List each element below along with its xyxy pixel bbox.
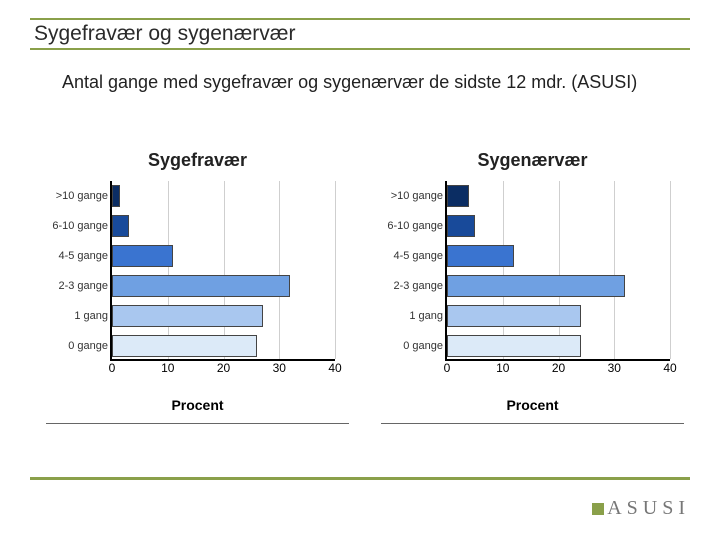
- chart-left-plot: 010203040>10 gange6-10 gange4-5 gange2-3…: [110, 181, 335, 391]
- bar-row: >10 gange: [112, 185, 335, 207]
- bar: [112, 335, 257, 357]
- x-tick: 0: [435, 359, 459, 375]
- category-label: 2-3 gange: [393, 280, 443, 292]
- chart-left-divider: [46, 423, 349, 424]
- category-label: 4-5 gange: [393, 250, 443, 262]
- chart-right-xlabel: Procent: [375, 397, 690, 413]
- bar-row: 0 gange: [112, 335, 335, 357]
- bar-row: 2-3 gange: [112, 275, 335, 297]
- category-label: >10 gange: [56, 190, 108, 202]
- gridline: [279, 181, 280, 359]
- bar-row: 6-10 gange: [112, 215, 335, 237]
- x-tick: 40: [323, 359, 347, 375]
- x-tick: 10: [156, 359, 180, 375]
- bar: [112, 215, 129, 237]
- logo-text: ASUSI: [607, 497, 690, 520]
- chart-right-title: Sygenærvær: [375, 150, 690, 171]
- bar: [447, 275, 625, 297]
- bar-row: 4-5 gange: [447, 245, 670, 267]
- category-label: 1 gang: [74, 310, 108, 322]
- chart-right-plot: 010203040>10 gange6-10 gange4-5 gange2-3…: [445, 181, 670, 391]
- gridline: [670, 181, 671, 359]
- page-subtitle: Antal gange med sygefravær og sygenærvær…: [62, 70, 680, 94]
- category-label: >10 gange: [391, 190, 443, 202]
- bar: [112, 305, 263, 327]
- gridline: [503, 181, 504, 359]
- category-label: 0 gange: [403, 340, 443, 352]
- x-tick: 30: [267, 359, 291, 375]
- x-tick: 10: [491, 359, 515, 375]
- category-label: 0 gange: [68, 340, 108, 352]
- bar: [447, 305, 581, 327]
- category-label: 4-5 gange: [58, 250, 108, 262]
- category-label: 6-10 gange: [387, 220, 443, 232]
- x-tick: 30: [602, 359, 626, 375]
- x-tick: 20: [212, 359, 236, 375]
- category-label: 1 gang: [409, 310, 443, 322]
- gridline: [335, 181, 336, 359]
- bar-row: 1 gang: [112, 305, 335, 327]
- gridline: [559, 181, 560, 359]
- chart-left-xlabel: Procent: [40, 397, 355, 413]
- bar-row: 0 gange: [447, 335, 670, 357]
- page-title-bar: Sygefravær og sygenærvær: [30, 18, 690, 50]
- bar: [112, 185, 120, 207]
- bar-row: 4-5 gange: [112, 245, 335, 267]
- logo: ASUSI: [592, 497, 690, 520]
- x-tick: 20: [547, 359, 571, 375]
- category-label: 6-10 gange: [52, 220, 108, 232]
- bar: [112, 245, 173, 267]
- page-title: Sygefravær og sygenærvær: [34, 22, 295, 46]
- bar: [447, 335, 581, 357]
- gridline: [224, 181, 225, 359]
- charts-container: Sygefravær 0 10 20 30 40 >10 gange 6-10 gange 4…: [40, 150, 690, 424]
- x-tick: 40: [658, 359, 682, 375]
- gridline: [168, 181, 169, 359]
- x-tick: 0: [100, 359, 124, 375]
- bar-row: >10 gange: [447, 185, 670, 207]
- bar-row: 6-10 gange: [447, 215, 670, 237]
- bar: [447, 215, 475, 237]
- chart-left: Sygefravær 0 10 20 30 40 >10 gange 6-10 gange 4…: [40, 150, 355, 424]
- chart-left-title: Sygefravær: [40, 150, 355, 171]
- category-label: 2-3 gange: [58, 280, 108, 292]
- bar-row: 1 gang: [447, 305, 670, 327]
- chart-right-divider: [381, 423, 684, 424]
- bar-row: 2-3 gange: [447, 275, 670, 297]
- gridline: [614, 181, 615, 359]
- bar: [112, 275, 290, 297]
- bar: [447, 185, 469, 207]
- logo-square-icon: [592, 503, 604, 515]
- bar: [447, 245, 514, 267]
- bottom-rule: [30, 477, 690, 480]
- chart-right: Sygenærvær 0 10 20 30 40 >10 gange 6-10 gange 4…: [375, 150, 690, 424]
